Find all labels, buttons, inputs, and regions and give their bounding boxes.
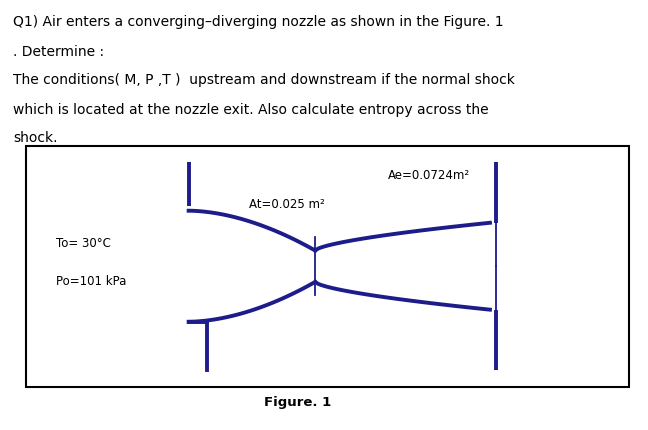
- Text: At=0.025 m²: At=0.025 m²: [249, 197, 325, 210]
- Text: The conditions( M, P ,T )  upstream and downstream if the normal shock: The conditions( M, P ,T ) upstream and d…: [13, 73, 515, 87]
- Text: which is located at the nozzle exit. Also calculate entropy across the: which is located at the nozzle exit. Als…: [13, 103, 489, 117]
- Text: . Determine :: . Determine :: [13, 45, 104, 58]
- Text: Po=101 kPa: Po=101 kPa: [56, 275, 126, 288]
- Text: Ae=0.0724m²: Ae=0.0724m²: [388, 169, 470, 181]
- Text: Figure. 1: Figure. 1: [264, 396, 332, 408]
- Text: To= 30°C: To= 30°C: [56, 236, 111, 249]
- Text: Q1) Air enters a converging–diverging nozzle as shown in the Figure. 1: Q1) Air enters a converging–diverging no…: [13, 15, 503, 29]
- Text: shock.: shock.: [13, 131, 57, 145]
